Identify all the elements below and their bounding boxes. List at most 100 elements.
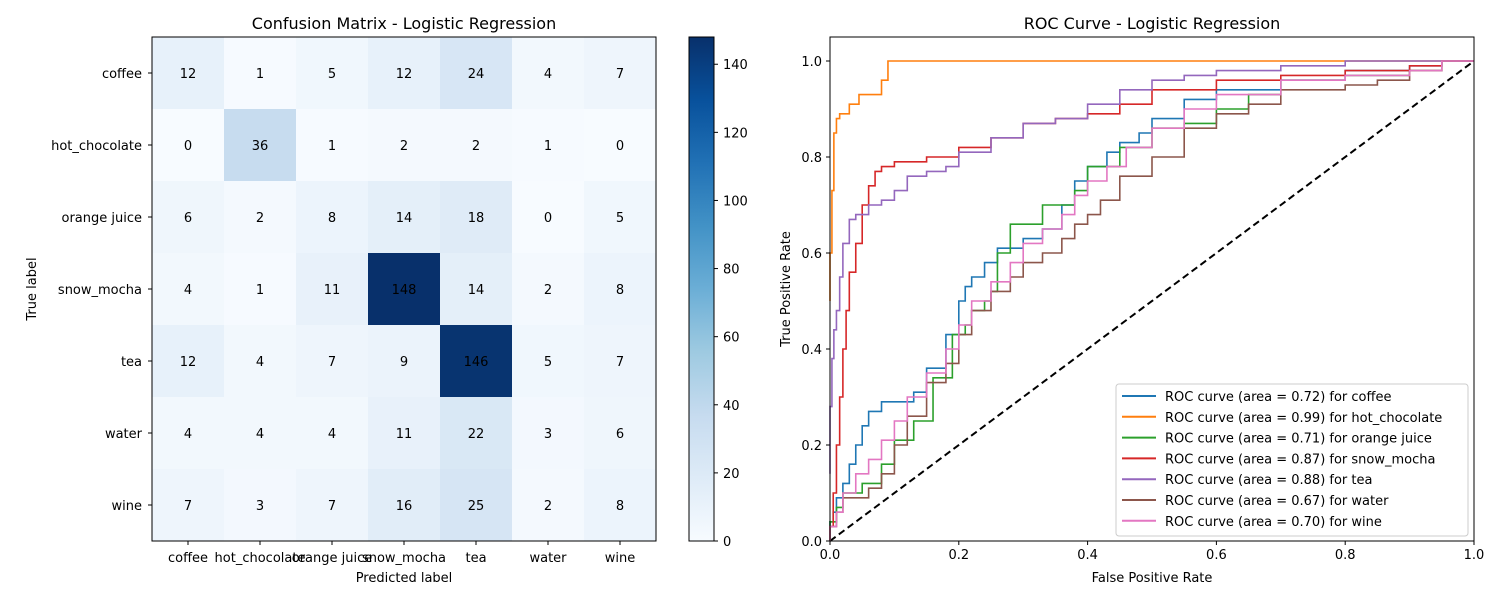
confusion-cell-value: 12 [180, 67, 197, 82]
confusion-cell [296, 253, 368, 325]
roc-series-lines [829, 60, 1474, 541]
confusion-cell [512, 37, 584, 109]
confusion-cell-value: 4 [544, 67, 552, 82]
confusion-cell [152, 37, 224, 109]
roc-y-tick-label: 0.8 [801, 151, 822, 166]
colorbar-tick-label: 0 [723, 535, 731, 550]
x-tick-label: water [529, 551, 567, 566]
confusion-cell [224, 109, 296, 181]
roc-x-ticks: 0.0 0.2 0.4 0.6 0.8 1.0 [820, 541, 1485, 563]
confusion-cell [368, 253, 440, 325]
confusion-cell [296, 469, 368, 541]
confusion-cell-value: 8 [616, 283, 624, 298]
confusion-cell [296, 397, 368, 469]
confusion-cell-value: 0 [184, 139, 192, 154]
confusion-cell [368, 181, 440, 253]
roc-legend-box [1115, 383, 1469, 537]
confusion-cell [296, 325, 368, 397]
confusion-cell [368, 325, 440, 397]
confusion-cell-value: 12 [396, 67, 413, 82]
legend-label: ROC curve (area = 0.72) for coffee [1165, 390, 1391, 405]
legend-label: ROC curve (area = 0.67) for water [1165, 494, 1389, 509]
confusion-cell-value: 11 [396, 427, 413, 442]
confusion-cell [224, 253, 296, 325]
confusion-cell [152, 469, 224, 541]
roc-x-tick-label: 1.0 [1464, 548, 1485, 563]
confusion-matrix-title: Confusion Matrix - Logistic Regression [252, 14, 556, 33]
roc-y-tick-label: 0.4 [801, 343, 822, 358]
confusion-matrix-cells: 12 1 5 12 24 4 70 36 1 2 2 1 06 2 8 14 18 0 54 1 11 148 14 2 812… [152, 37, 656, 541]
roc-diagonal [829, 60, 1475, 542]
confusion-cell [440, 469, 512, 541]
confusion-cell [440, 325, 512, 397]
roc-xlabel: False Positive Rate [1092, 571, 1213, 586]
roc-title: ROC Curve - Logistic Regression [1024, 14, 1281, 33]
confusion-cell [224, 37, 296, 109]
confusion-cell [584, 469, 656, 541]
confusion-cell [224, 469, 296, 541]
confusion-cell [584, 325, 656, 397]
roc-y-tick-label: 1.0 [801, 55, 822, 70]
confusion-cell-value: 22 [468, 427, 485, 442]
confusion-cell-value: 12 [180, 355, 197, 370]
colorbar-tick-label: 40 [723, 399, 740, 414]
roc-x-tick-label: 0.4 [1077, 548, 1098, 563]
confusion-cell-value: 2 [544, 499, 552, 514]
roc-series-line [829, 60, 1474, 541]
roc-y-ticks: 0.0 0.2 0.4 0.6 0.8 1.0 [801, 55, 830, 550]
confusion-cell-value: 6 [184, 211, 192, 226]
confusion-cell-value: 4 [184, 427, 192, 442]
x-tick-label: wine [605, 551, 635, 566]
roc-chance-line [829, 60, 1475, 542]
confusion-cell-value: 4 [256, 427, 264, 442]
colorbar-gradient [688, 36, 715, 542]
roc-x-tick-label: 0.6 [1206, 548, 1227, 563]
confusion-cell [368, 37, 440, 109]
legend-label: ROC curve (area = 0.88) for tea [1165, 473, 1372, 488]
confusion-cell-value: 2 [400, 139, 408, 154]
x-tick-label: orange juice [292, 551, 373, 566]
confusion-cell-value: 7 [328, 355, 336, 370]
confusion-cell [440, 181, 512, 253]
confusion-matrix-ylabel: True label [25, 257, 40, 321]
confusion-cell-value: 14 [468, 283, 485, 298]
confusion-cell-value: 4 [328, 427, 336, 442]
y-tick-label: orange juice [62, 211, 143, 226]
confusion-matrix-xlabel: Predicted label [356, 571, 453, 586]
confusion-cell-value: 11 [324, 283, 341, 298]
y-tick-label: snow_mocha [58, 283, 142, 298]
confusion-cell-value: 6 [616, 427, 624, 442]
roc-x-tick-label: 0.0 [820, 548, 841, 563]
confusion-cell [368, 397, 440, 469]
confusion-cell-value: 0 [544, 211, 552, 226]
roc-y-tick-label: 0.2 [801, 439, 822, 454]
y-tick-label: water [105, 427, 143, 442]
colorbar-tick-label: 20 [723, 467, 740, 482]
x-tick-label: snow_mocha [362, 551, 446, 566]
y-tick-label: wine [112, 499, 142, 514]
confusion-cell-value: 5 [544, 355, 552, 370]
confusion-cell-value: 2 [256, 211, 264, 226]
colorbar: 0 20 40 60 80 100 120 140 [688, 36, 748, 550]
confusion-cell-value: 7 [184, 499, 192, 514]
confusion-cell-value: 1 [256, 67, 264, 82]
confusion-cell [512, 109, 584, 181]
legend-label: ROC curve (area = 0.70) for wine [1165, 515, 1382, 530]
confusion-cell-value: 3 [256, 499, 264, 514]
confusion-cell-value: 7 [328, 499, 336, 514]
roc-x-tick-label: 0.2 [948, 548, 969, 563]
confusion-cell [440, 37, 512, 109]
confusion-cell [584, 253, 656, 325]
colorbar-tick-label: 100 [723, 194, 748, 209]
x-tick-label: coffee [168, 551, 208, 566]
roc-series-line [829, 60, 1474, 541]
roc-ylabel: True Positive Rate [779, 231, 794, 348]
colorbar-tick-label: 80 [723, 263, 740, 278]
roc-series-line [829, 60, 1474, 541]
x-tick-label: tea [465, 551, 486, 566]
confusion-cell-value: 5 [328, 67, 336, 82]
confusion-cell [512, 469, 584, 541]
confusion-cell-value: 4 [184, 283, 192, 298]
roc-series-line [829, 60, 1474, 474]
